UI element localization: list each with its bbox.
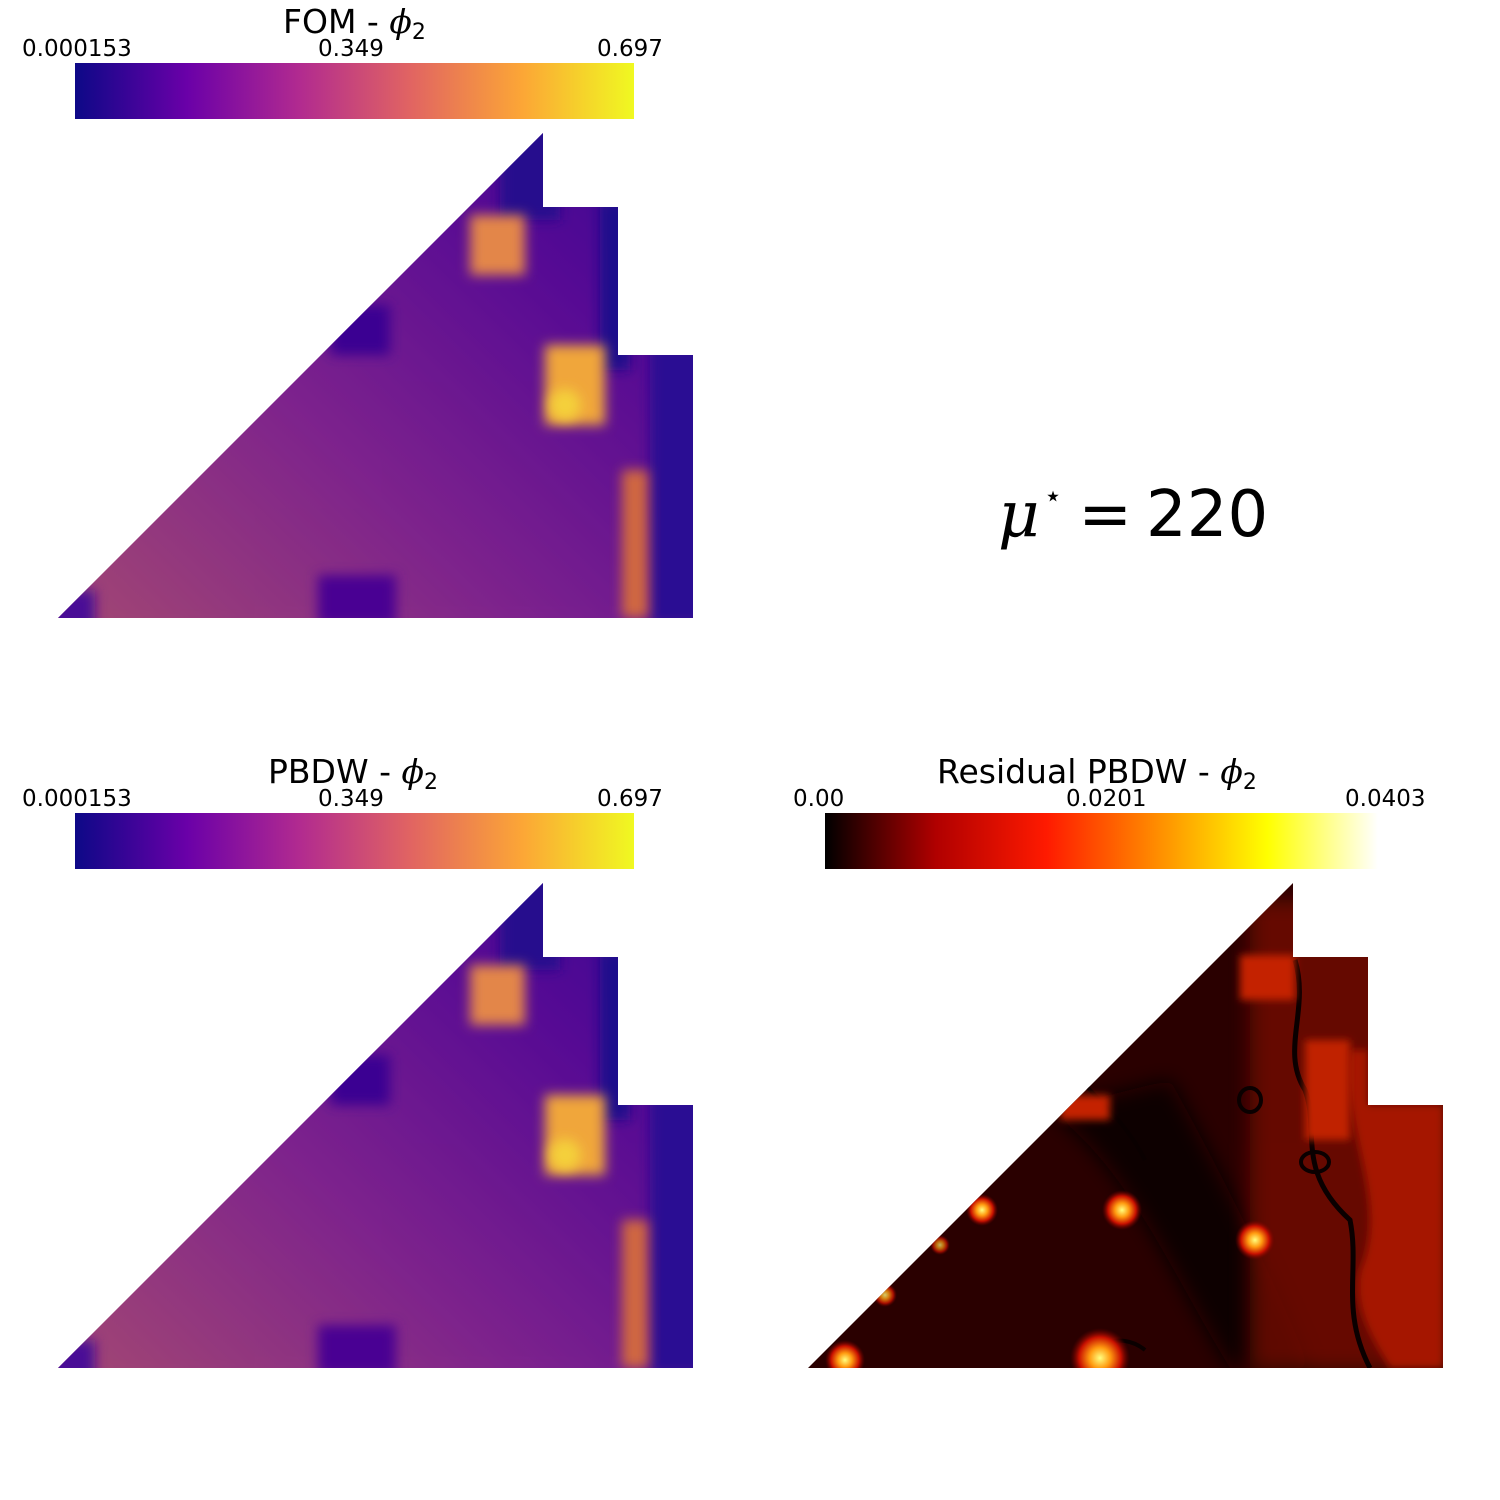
fom-title-text: FOM - — [283, 2, 390, 41]
residual-title-symbol: ϕ — [1220, 752, 1243, 791]
fom-colorbar-tick-max: 0.697 — [597, 36, 663, 62]
fom-field-plot — [58, 133, 693, 618]
pbdw-field-plot — [58, 883, 693, 1368]
fom-title-symbol: ϕ — [389, 2, 412, 41]
pbdw-title: PBDW - ϕ2 — [268, 752, 438, 795]
residual-colorbar-tick-max: 0.0403 — [1345, 786, 1426, 812]
parameter-value: 220 — [1146, 478, 1269, 552]
fom-title: FOM - ϕ2 — [283, 2, 426, 45]
fom-colorbar-tick-min: 0.000153 — [22, 36, 132, 62]
residual-colorbar-tick-mid: 0.0201 — [1066, 786, 1147, 812]
pbdw-colorbar-tick-max: 0.697 — [597, 786, 663, 812]
parameter-label: μ ⋆ = 220 — [998, 478, 1268, 552]
fom-colorbar — [75, 63, 634, 119]
residual-colorbar — [825, 813, 1378, 869]
residual-title-text: Residual PBDW - — [937, 752, 1221, 791]
parameter-symbol: μ — [998, 478, 1040, 552]
residual-field-plot — [808, 883, 1443, 1368]
pbdw-colorbar — [75, 813, 634, 869]
pbdw-title-subscript: 2 — [423, 770, 438, 795]
fom-title-subscript: 2 — [411, 20, 426, 45]
parameter-equals: = — [1078, 478, 1132, 552]
pbdw-title-text: PBDW - — [268, 752, 402, 791]
fom-colorbar-tick-mid: 0.349 — [318, 36, 384, 62]
pbdw-colorbar-tick-mid: 0.349 — [318, 786, 384, 812]
residual-title: Residual PBDW - ϕ2 — [937, 752, 1257, 795]
residual-colorbar-tick-min: 0.00 — [793, 786, 845, 812]
pbdw-title-symbol: ϕ — [401, 752, 424, 791]
parameter-superscript: ⋆ — [1043, 479, 1063, 514]
residual-title-subscript: 2 — [1242, 770, 1257, 795]
pbdw-colorbar-tick-min: 0.000153 — [22, 786, 132, 812]
